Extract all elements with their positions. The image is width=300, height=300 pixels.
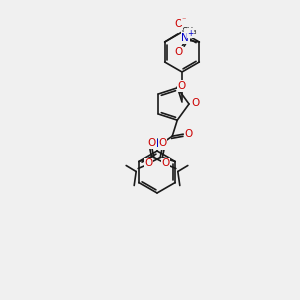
Text: O: O (148, 139, 156, 148)
Text: O: O (178, 81, 186, 91)
Text: H: H (152, 138, 158, 147)
Text: O: O (158, 139, 166, 148)
Text: ⁻: ⁻ (181, 16, 185, 25)
Text: O: O (192, 98, 200, 108)
Text: N: N (182, 33, 189, 43)
Text: O: O (174, 47, 182, 57)
Text: O: O (162, 158, 170, 169)
Text: O: O (144, 158, 152, 169)
Text: CH₃: CH₃ (182, 28, 197, 37)
Text: N: N (156, 139, 164, 149)
Text: O: O (174, 19, 182, 29)
Text: O: O (184, 129, 192, 139)
Text: +: + (187, 28, 194, 38)
